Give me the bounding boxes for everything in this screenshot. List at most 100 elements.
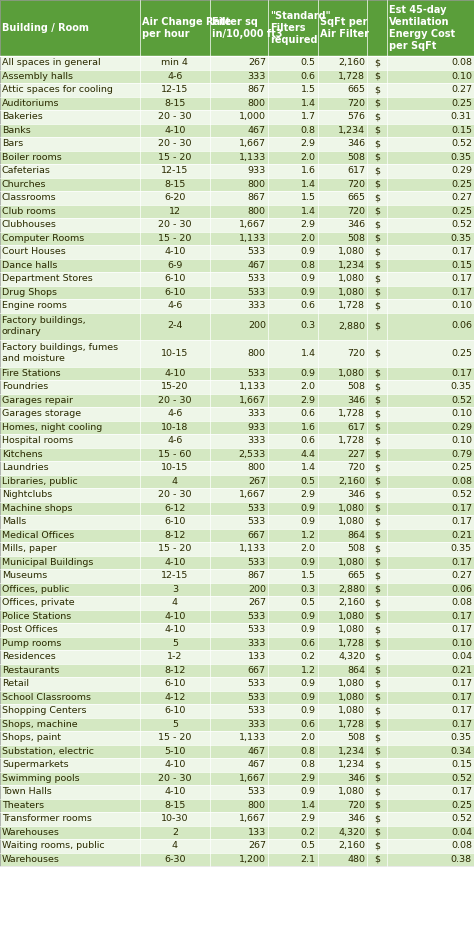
- Text: 0.2: 0.2: [301, 828, 316, 837]
- Text: 0.52: 0.52: [451, 139, 472, 148]
- Bar: [0, 191, 474, 205]
- Text: 2.0: 2.0: [301, 234, 316, 243]
- Text: $: $: [374, 706, 380, 716]
- Text: 0.17: 0.17: [451, 679, 472, 688]
- Text: 0.9: 0.9: [301, 558, 316, 566]
- Text: 533: 533: [247, 679, 266, 688]
- Text: min 4: min 4: [162, 58, 188, 68]
- Text: 2,160: 2,160: [338, 58, 365, 68]
- Text: $: $: [374, 423, 380, 432]
- Text: $: $: [374, 274, 380, 284]
- Text: 508: 508: [347, 544, 365, 553]
- Text: 533: 533: [247, 248, 266, 256]
- Text: 0.15: 0.15: [451, 760, 472, 769]
- Text: 467: 467: [248, 760, 266, 769]
- Text: $: $: [374, 719, 380, 729]
- Text: 12-15: 12-15: [161, 85, 189, 95]
- Text: 533: 533: [247, 706, 266, 716]
- Text: 576: 576: [347, 112, 365, 121]
- Text: Shopping Centers: Shopping Centers: [2, 706, 86, 716]
- Text: $: $: [374, 166, 380, 175]
- Text: 1,667: 1,667: [239, 221, 266, 229]
- Text: 0.17: 0.17: [451, 706, 472, 716]
- Text: $: $: [374, 153, 380, 161]
- Text: 267: 267: [248, 598, 266, 607]
- Text: Town Halls: Town Halls: [2, 787, 52, 796]
- Text: 4-10: 4-10: [164, 126, 186, 134]
- Text: $: $: [374, 531, 380, 540]
- Text: 1,667: 1,667: [239, 774, 266, 782]
- Text: 1,080: 1,080: [338, 692, 365, 702]
- Bar: [0, 717, 474, 731]
- Text: 4-6: 4-6: [167, 301, 182, 311]
- Bar: [0, 528, 474, 542]
- Text: 1,080: 1,080: [338, 706, 365, 716]
- Text: 6-9: 6-9: [167, 260, 182, 270]
- Text: $: $: [374, 464, 380, 472]
- Text: $: $: [374, 774, 380, 782]
- Text: 267: 267: [248, 841, 266, 850]
- Text: 346: 346: [347, 774, 365, 782]
- Text: 0.25: 0.25: [451, 464, 472, 472]
- Text: 4: 4: [172, 476, 178, 486]
- Text: Residences: Residences: [2, 653, 56, 661]
- Text: 6-10: 6-10: [164, 517, 186, 527]
- Text: $: $: [374, 855, 380, 864]
- Text: 667: 667: [248, 531, 266, 540]
- Text: $: $: [374, 747, 380, 756]
- Text: 4-10: 4-10: [164, 248, 186, 256]
- Text: 720: 720: [347, 349, 365, 358]
- Text: 6-10: 6-10: [164, 274, 186, 284]
- Text: $: $: [374, 234, 380, 243]
- Text: 867: 867: [248, 85, 266, 95]
- Text: 2.9: 2.9: [301, 490, 316, 500]
- Text: 0.35: 0.35: [451, 733, 472, 743]
- Bar: [0, 542, 474, 555]
- Text: 1,080: 1,080: [338, 787, 365, 796]
- Text: 4-10: 4-10: [164, 558, 186, 566]
- Text: $: $: [374, 349, 380, 358]
- Text: 2-4: 2-4: [167, 322, 182, 331]
- Text: Clubhouses: Clubhouses: [2, 221, 57, 229]
- Text: Swimming pools: Swimming pools: [2, 774, 80, 782]
- Bar: [0, 475, 474, 488]
- Text: 1.4: 1.4: [301, 801, 316, 810]
- Text: 0.10: 0.10: [451, 437, 472, 445]
- Text: Medical Offices: Medical Offices: [2, 531, 74, 540]
- Text: 0.52: 0.52: [451, 814, 472, 823]
- Text: $: $: [374, 409, 380, 418]
- Bar: [0, 664, 474, 677]
- Text: 0.3: 0.3: [301, 322, 316, 331]
- Text: 0.25: 0.25: [451, 99, 472, 108]
- Text: Offices, private: Offices, private: [2, 598, 74, 607]
- Text: 800: 800: [248, 99, 266, 108]
- Text: 346: 346: [347, 814, 365, 823]
- Bar: [0, 826, 474, 839]
- Text: 0.08: 0.08: [451, 598, 472, 607]
- Text: $: $: [374, 692, 380, 702]
- Text: 533: 533: [247, 274, 266, 284]
- Text: Nightclubs: Nightclubs: [2, 490, 52, 500]
- Bar: [0, 609, 474, 623]
- Text: $: $: [374, 476, 380, 486]
- Text: 0.17: 0.17: [451, 787, 472, 796]
- Text: Court Houses: Court Houses: [2, 248, 66, 256]
- Text: $: $: [374, 503, 380, 513]
- Text: 1,080: 1,080: [338, 248, 365, 256]
- Text: 4-6: 4-6: [167, 71, 182, 81]
- Text: 0.21: 0.21: [451, 531, 472, 540]
- Text: Boiler rooms: Boiler rooms: [2, 153, 62, 161]
- Text: 2.0: 2.0: [301, 544, 316, 553]
- Text: 667: 667: [248, 666, 266, 675]
- Text: 15 - 20: 15 - 20: [158, 234, 191, 243]
- Text: 20 - 30: 20 - 30: [158, 396, 191, 405]
- Text: 20 - 30: 20 - 30: [158, 221, 191, 229]
- Text: 333: 333: [247, 437, 266, 445]
- Text: Churches: Churches: [2, 180, 46, 189]
- Bar: [0, 434, 474, 448]
- Bar: [0, 272, 474, 286]
- Text: 533: 533: [247, 369, 266, 377]
- Text: Attic spaces for cooling: Attic spaces for cooling: [2, 85, 113, 95]
- Text: 0.31: 0.31: [451, 112, 472, 121]
- Text: $: $: [374, 585, 380, 594]
